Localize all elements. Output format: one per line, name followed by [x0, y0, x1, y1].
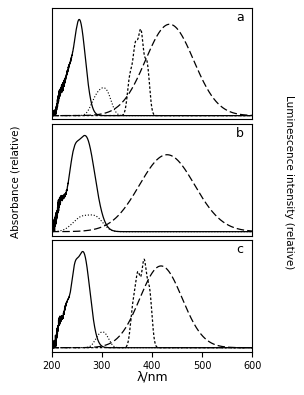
Text: b: b	[236, 127, 244, 140]
Text: a: a	[236, 11, 244, 24]
Text: Absorbance (relative): Absorbance (relative)	[10, 126, 20, 238]
Text: Luminescence intensity (relative): Luminescence intensity (relative)	[284, 94, 294, 269]
Text: c: c	[236, 243, 243, 256]
Text: λ/nm: λ/nm	[136, 370, 168, 383]
